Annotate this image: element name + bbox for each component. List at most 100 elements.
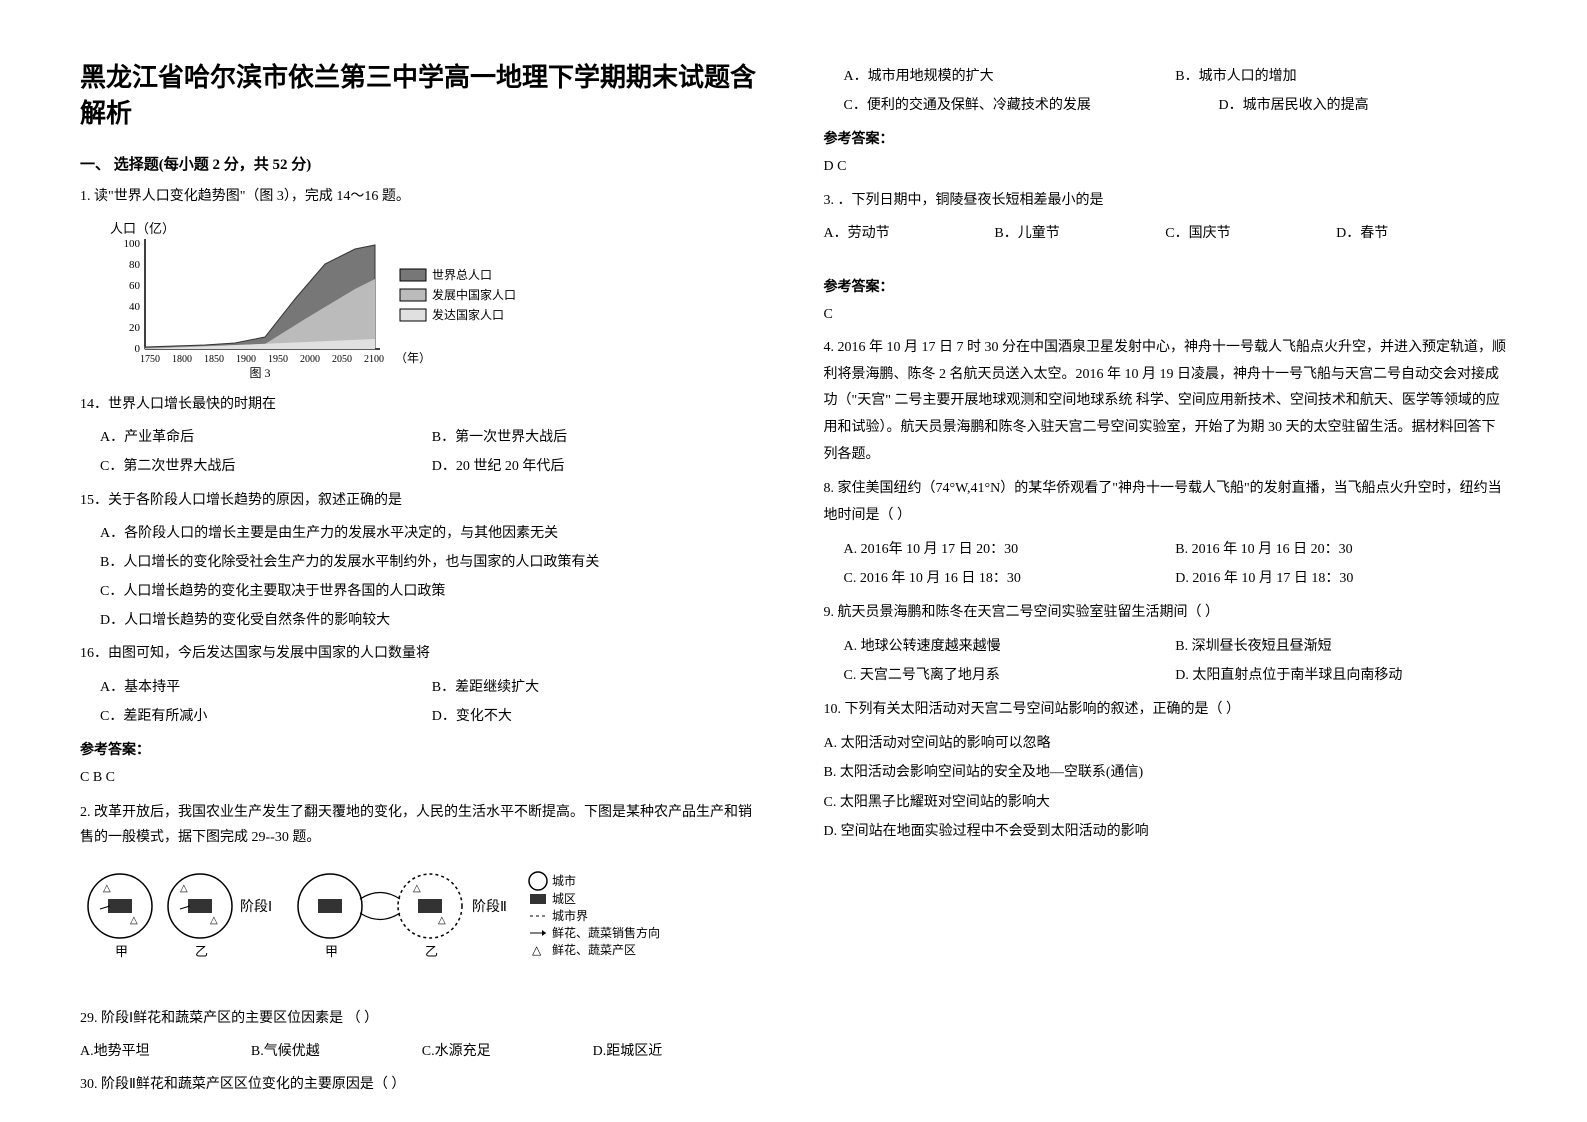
svg-text:△: △ [180,883,188,894]
q9-opts-row2: C. 天宫二号飞离了地月系 D. 太阳直射点位于南半球且向南移动 [844,663,1508,688]
chart-xlabel: （年） [395,351,431,365]
q14-stem: 14．世界人口增长最快的时期在 [80,392,764,417]
q30-opts-row2: C．便利的交通及保鲜、冷藏技术的发展 D．城市居民收入的提高 [844,93,1508,118]
population-chart-svg: 人口（亿） 0 20 40 60 80 100 1750 1800 [100,219,520,379]
q2-diagram-svg: △△ △△ 阶段Ⅰ △△ 阶段Ⅱ 甲 乙 甲 乙 城市 [80,861,680,991]
svg-text:城区: 城区 [552,892,576,906]
svg-text:乙: 乙 [425,944,438,959]
q1-answer: C B C [80,765,764,790]
q1-intro: 1. 读"世界人口变化趋势图"（图 3），完成 14～16 题。 [80,184,764,209]
svg-text:△: △ [413,883,421,894]
chart-caption: 图 3 [249,366,270,379]
q29-opt-b: B.气候优越 [251,1039,422,1064]
q10-stem: 10. 下列有关太阳活动对天宫二号空间站影响的叙述，正确的是（ ） [824,697,1508,724]
q15-opt-a: A．各阶段人口的增长主要是由生产力的发展水平决定的，与其他因素无关 [100,521,764,546]
svg-text:阶段Ⅰ: 阶段Ⅰ [240,899,272,915]
q9-opt-b: B. 深圳昼长夜短且昼渐短 [1175,634,1507,659]
population-chart: 人口（亿） 0 20 40 60 80 100 1750 1800 [100,219,764,384]
q29-opt-d: D.距城区近 [593,1039,764,1064]
svg-text:鲜花、蔬菜产区: 鲜花、蔬菜产区 [552,942,636,957]
section-1-header: 一、 选择题(每小题 2 分，共 52 分) [80,153,764,174]
q8-opt-c: C. 2016 年 10 月 16 日 18：30 [844,566,1176,591]
q2-answer: D C [824,154,1508,179]
q10-opt-d: D. 空间站在地面实验过程中不会受到太阳活动的影响 [824,819,1508,844]
svg-text:鲜花、蔬菜销售方向: 鲜花、蔬菜销售方向 [552,925,660,940]
q16-opt-a: A．基本持平 [100,675,432,700]
q15-opt-d: D．人口增长趋势的变化受自然条件的影响较大 [100,608,764,633]
svg-text:100: 100 [124,238,141,250]
chart-ylabel: 人口（亿） [110,221,175,236]
q1-answer-label: 参考答案： [80,739,764,759]
chart-yticks: 0 20 40 60 80 100 [124,238,141,355]
svg-text:2000: 2000 [300,354,320,365]
q3-stem: 3. ．下列日期中，铜陵昼夜长短相差最小的是 [824,188,1508,213]
q8-opt-a: A. 2016年 10 月 17 日 20：30 [844,537,1176,562]
q16-opt-b: B．差距继续扩大 [432,675,764,700]
q29-opt-c: C.水源充足 [422,1039,593,1064]
q29-opt-a: A.地势平坦 [80,1039,251,1064]
svg-text:1850: 1850 [204,354,224,365]
q8-opt-b: B. 2016 年 10 月 16 日 20：30 [1175,537,1507,562]
q30-opt-b: B．城市人口的增加 [1175,64,1507,89]
svg-text:1800: 1800 [172,354,192,365]
svg-text:1750: 1750 [140,354,160,365]
q3-opt-c: C．国庆节 [1165,221,1336,246]
q9-opt-d: D. 太阳直射点位于南半球且向南移动 [1175,663,1507,688]
q15-stem: 15．关于各阶段人口增长趋势的原因，叙述正确的是 [80,488,764,513]
svg-text:2050: 2050 [332,354,352,365]
q3-answer: C [824,302,1508,327]
q30-opt-c: C．便利的交通及保鲜、冷藏技术的发展 [844,93,1219,118]
q4-intro: 4. 2016 年 10 月 17 日 7 时 30 分在中国酒泉卫星发射中心，… [824,335,1508,468]
chart-legend: 世界总人口 发展中国家人口 发达国家人口 [400,268,516,322]
q16-options-row2: C．差距有所减小 D．变化不大 [100,704,764,729]
svg-text:△: △ [532,943,542,957]
svg-text:乙: 乙 [195,944,208,959]
q10-opt-a: A. 太阳活动对空间站的影响可以忽略 [824,731,1508,756]
q2-intro: 2. 改革开放后，我国农业生产发生了翻天覆地的变化，人民的生活水平不断提高。下图… [80,800,764,850]
q30-stem: 30. 阶段Ⅱ鲜花和蔬菜产区区位变化的主要原因是（ ） [80,1072,764,1097]
q8-opts-row1: A. 2016年 10 月 17 日 20：30 B. 2016 年 10 月 … [844,537,1508,562]
q3-opt-d: D．春节 [1336,221,1507,246]
q16-opt-d: D．变化不大 [432,704,764,729]
svg-text:△: △ [130,915,138,926]
svg-text:发展中国家人口: 发展中国家人口 [432,287,516,302]
q29-stem: 29. 阶段Ⅰ鲜花和蔬菜产区的主要区位因素是 （ ） [80,1006,764,1031]
q14-opt-d: D．20 世纪 20 年代后 [432,454,764,479]
q3-opts: A．劳动节 B．儿童节 C．国庆节 D．春节 [824,221,1508,246]
q14-opt-b: B．第一次世界大战后 [432,425,764,450]
chart-xticks: 1750 1800 1850 1900 1950 2000 2050 2100 [140,354,384,365]
q9-opt-c: C. 天宫二号飞离了地月系 [844,663,1176,688]
q8-opt-d: D. 2016 年 10 月 17 日 18：30 [1175,566,1507,591]
q15-opt-b: B．人口增长的变化除受社会生产力的发展水平制约外，也与国家的人口政策有关 [100,550,764,575]
document-title: 黑龙江省哈尔滨市依兰第三中学高一地理下学期期末试题含解析 [80,60,764,133]
q16-options-row1: A．基本持平 B．差距继续扩大 [100,675,764,700]
svg-text:20: 20 [129,322,141,334]
svg-text:阶段Ⅱ: 阶段Ⅱ [472,899,507,915]
svg-text:40: 40 [129,301,141,313]
q16-opt-c: C．差距有所减小 [100,704,432,729]
svg-text:60: 60 [129,280,141,292]
q29-opts: A.地势平坦 B.气候优越 C.水源充足 D.距城区近 [80,1039,764,1064]
q2-diagram: △△ △△ 阶段Ⅰ △△ 阶段Ⅱ 甲 乙 甲 乙 城市 [80,861,764,996]
svg-text:△: △ [438,915,446,926]
q10-opt-c: C. 太阳黑子比耀斑对空间站的影响大 [824,790,1508,815]
q30-opts-row1: A．城市用地规模的扩大 B．城市人口的增加 [844,64,1508,89]
q14-options-row1: A．产业革命后 B．第一次世界大战后 [100,425,764,450]
q16-stem: 16．由图可知，今后发达国家与发展中国家的人口数量将 [80,641,764,666]
q8-opts-row2: C. 2016 年 10 月 16 日 18：30 D. 2016 年 10 月… [844,566,1508,591]
svg-text:城市: 城市 [552,873,576,888]
svg-text:1950: 1950 [268,354,288,365]
right-column: A．城市用地规模的扩大 B．城市人口的增加 C．便利的交通及保鲜、冷藏技术的发展… [824,60,1508,1062]
svg-text:发达国家人口: 发达国家人口 [432,307,504,322]
svg-text:80: 80 [129,259,141,271]
svg-text:城市界: 城市界 [552,908,588,923]
svg-text:2100: 2100 [364,354,384,365]
q3-answer-label: 参考答案： [824,276,1508,296]
svg-text:△: △ [103,883,111,894]
q2-answer-label: 参考答案： [824,128,1508,148]
svg-text:甲: 甲 [325,944,338,959]
svg-text:1900: 1900 [236,354,256,365]
q14-opt-c: C．第二次世界大战后 [100,454,432,479]
svg-text:△: △ [210,915,218,926]
q15-opt-c: C．人口增长趋势的变化主要取决于世界各国的人口政策 [100,579,764,604]
